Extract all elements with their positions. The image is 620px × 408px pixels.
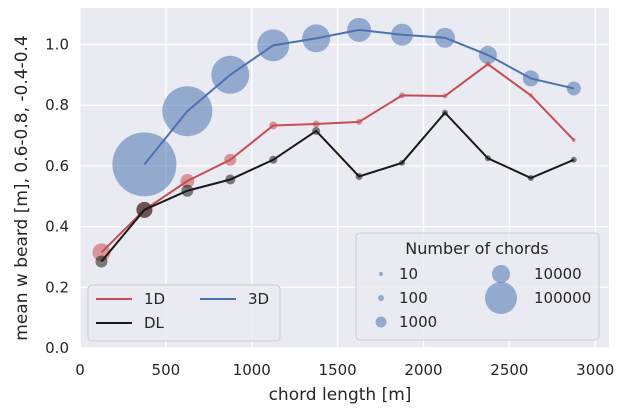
- x-tick-label: 1000: [233, 361, 271, 379]
- series-dl: [95, 109, 577, 268]
- legend-label-1d: 1D: [144, 290, 165, 308]
- x-tick-label: 500: [152, 361, 181, 379]
- x-tick-label: 2500: [490, 361, 528, 379]
- legend-size-marker: [378, 295, 384, 301]
- legend-size-marker: [492, 265, 510, 283]
- y-axis-label: mean w beard [m], 0.6-0.8, -0.4-0.4: [12, 35, 32, 340]
- y-tick-label: 0.4: [45, 218, 69, 236]
- y-tick-label: 0.0: [45, 339, 69, 357]
- series-3d: [112, 17, 581, 197]
- x-tick-label: 0: [75, 361, 85, 379]
- legend-sizes-frame: [355, 232, 600, 341]
- x-tick-label: 2000: [404, 361, 442, 379]
- y-tick-label: 0.6: [45, 157, 69, 175]
- y-tick-label: 0.8: [45, 96, 69, 114]
- y-tick-label: 0.2: [45, 278, 69, 296]
- series-layer: [92, 17, 581, 268]
- legend-label-dl: DL: [144, 314, 165, 332]
- legend-lines: 1D 3D DL: [87, 284, 281, 342]
- tick-labels: 0 500 1000 1500 2000 2500 3000 0.0 0.2 0.4 0.6 0.8 1…: [45, 35, 614, 379]
- legend-size-label: 10: [399, 265, 418, 283]
- x-tick-label: 1500: [319, 361, 357, 379]
- line-1d: [100, 62, 575, 254]
- legend-size-marker: [485, 282, 517, 314]
- x-tick-label: 3000: [576, 361, 614, 379]
- legend-sizes: Number of chords 10 100 1000 10000 100000: [355, 232, 600, 341]
- legend-size-label: 1000: [399, 313, 437, 331]
- legend-size-marker: [375, 316, 387, 328]
- legend-size-marker: [379, 272, 383, 276]
- x-axis-label: chord length [m]: [269, 385, 412, 405]
- y-tick-label: 1.0: [45, 35, 69, 53]
- line-dl: [100, 111, 575, 263]
- legend-size-label: 100000: [534, 289, 591, 307]
- legend-sizes-title: Number of chords: [405, 239, 548, 258]
- line-3d: [143, 28, 575, 165]
- legend-size-label: 10000: [534, 265, 582, 283]
- legend-size-label: 100: [399, 289, 428, 307]
- legend-label-3d: 3D: [248, 290, 269, 308]
